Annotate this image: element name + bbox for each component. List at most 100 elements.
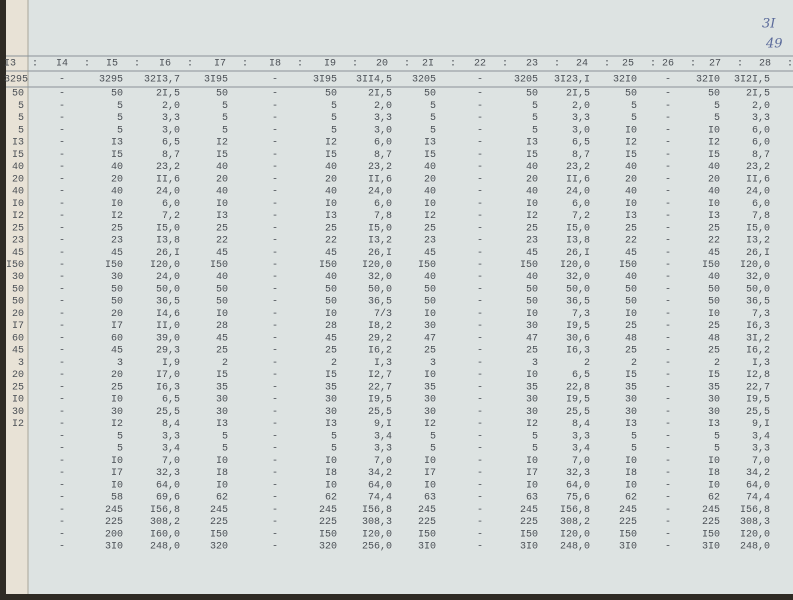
cell: - xyxy=(477,505,483,516)
cell: - xyxy=(665,113,671,124)
cell: 25 xyxy=(625,223,637,234)
column-header: 24 xyxy=(576,59,588,70)
cell: I9,5 xyxy=(368,395,392,406)
cell: 30 xyxy=(12,272,24,283)
cell: 75,6 xyxy=(566,493,590,504)
cell: 36,5 xyxy=(746,297,770,308)
cell: I2,7 xyxy=(368,370,392,381)
cell: 48 xyxy=(625,333,637,344)
cell: 5 xyxy=(331,125,337,136)
cell: 45 xyxy=(111,248,123,259)
cell: 3,3 xyxy=(752,444,770,455)
cell: I0 xyxy=(708,456,720,467)
cell: 6,5 xyxy=(162,395,180,406)
column-separator: : xyxy=(554,59,560,70)
cell: 40 xyxy=(216,187,228,198)
cell: 25 xyxy=(111,382,123,393)
cell: 7,3 xyxy=(572,309,590,320)
cell: - xyxy=(477,370,483,381)
cell: - xyxy=(272,199,278,210)
cell: 8,4 xyxy=(572,419,590,430)
cell: - xyxy=(59,101,65,112)
cell: I0 xyxy=(708,309,720,320)
cell: II,0 xyxy=(156,321,180,332)
cell: I3 xyxy=(625,211,637,222)
cell: 40 xyxy=(708,187,720,198)
total-cell: - xyxy=(665,75,671,86)
cell: 35 xyxy=(325,382,337,393)
column-separator: : xyxy=(787,59,793,70)
cell: - xyxy=(477,113,483,124)
column-separator: : xyxy=(650,59,656,70)
cell: 248,0 xyxy=(150,542,180,553)
cell: 30 xyxy=(325,395,337,406)
cell: 6,0 xyxy=(752,125,770,136)
cell: - xyxy=(272,125,278,136)
cell: I0 xyxy=(216,199,228,210)
cell: - xyxy=(59,444,65,455)
cell: 5 xyxy=(331,444,337,455)
cell: - xyxy=(272,260,278,271)
cell: 3,3 xyxy=(572,431,590,442)
total-cell: 3I23,I xyxy=(554,75,590,86)
cell: I3 xyxy=(708,419,720,430)
cell: 2,0 xyxy=(374,101,392,112)
cell: I5 xyxy=(216,150,228,161)
cell: 245 xyxy=(105,505,123,516)
column-header: 27 xyxy=(709,59,721,70)
cell: - xyxy=(59,125,65,136)
cell: 8,7 xyxy=(572,150,590,161)
cell: 74,4 xyxy=(368,493,392,504)
cell: - xyxy=(272,456,278,467)
cell: I2 xyxy=(424,211,436,222)
cell: 6,0 xyxy=(162,199,180,210)
cell: 30 xyxy=(424,321,436,332)
cell: - xyxy=(477,346,483,357)
cell: I56,8 xyxy=(150,505,180,516)
cell: 22 xyxy=(325,236,337,247)
cell: - xyxy=(272,223,278,234)
cell: - xyxy=(59,346,65,357)
column-header: I8 xyxy=(269,59,281,70)
cell: 24,0 xyxy=(368,187,392,198)
column-separator: : xyxy=(242,59,248,70)
cell: 5 xyxy=(430,113,436,124)
cell: 20 xyxy=(111,174,123,185)
column-separator: : xyxy=(604,59,610,70)
cell: 40 xyxy=(424,187,436,198)
cell: 25,5 xyxy=(156,407,180,418)
cell: I4,6 xyxy=(156,309,180,320)
cell: 2 xyxy=(584,358,590,369)
cell: 5 xyxy=(430,125,436,136)
cell: 245 xyxy=(520,505,538,516)
cell: 245 xyxy=(702,505,720,516)
cell: 45 xyxy=(708,248,720,259)
cell: I6,3 xyxy=(566,346,590,357)
cell: I0 xyxy=(111,480,123,491)
cell: - xyxy=(477,248,483,259)
cell: - xyxy=(272,272,278,283)
cell: I0 xyxy=(526,456,538,467)
column-separator: : xyxy=(32,59,38,70)
cell: I20,0 xyxy=(740,529,770,540)
cell: I2 xyxy=(708,138,720,149)
cell: 29,2 xyxy=(368,333,392,344)
cell: 5 xyxy=(714,444,720,455)
cell: 50 xyxy=(625,284,637,295)
cell: 2I,5 xyxy=(746,89,770,100)
cell: 5 xyxy=(222,431,228,442)
cell: 22,7 xyxy=(368,382,392,393)
cell: - xyxy=(272,382,278,393)
cell: 50 xyxy=(216,89,228,100)
cell: I0 xyxy=(625,456,637,467)
cell: 25 xyxy=(216,346,228,357)
cell: 58 xyxy=(111,493,123,504)
cell: 25 xyxy=(325,346,337,357)
cell: 45 xyxy=(111,346,123,357)
cell: 40 xyxy=(12,162,24,173)
cell: 25 xyxy=(526,223,538,234)
cell: 225 xyxy=(418,517,436,528)
cell: 30 xyxy=(526,395,538,406)
